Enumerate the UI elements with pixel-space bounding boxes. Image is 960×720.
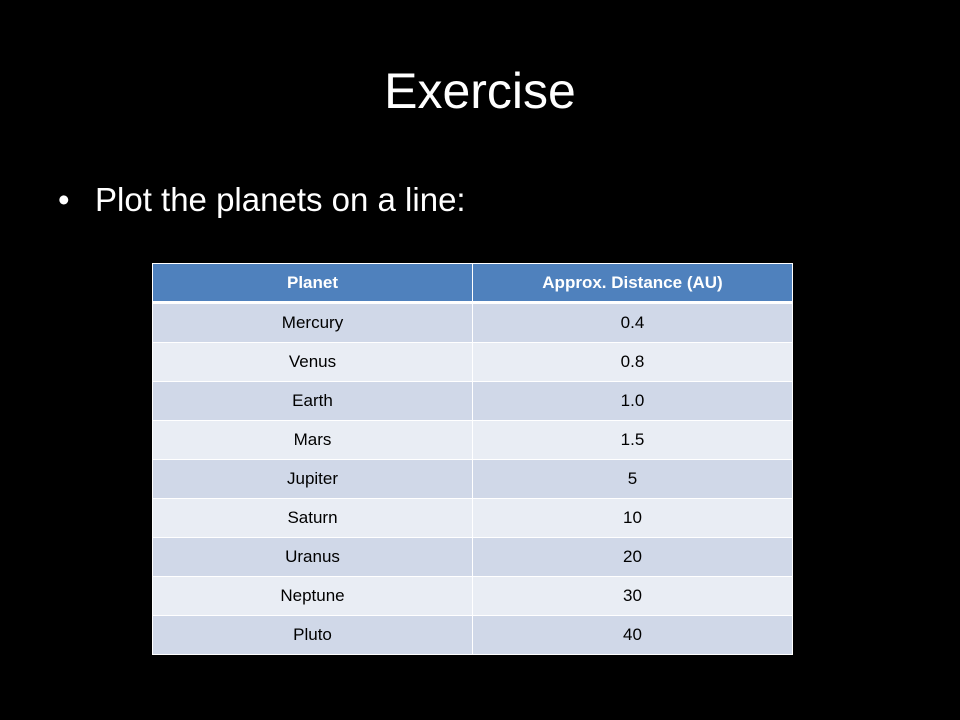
data-table: Planet Approx. Distance (AU) Mercury 0.4 Ve…	[152, 263, 793, 655]
header-row: Planet Approx. Distance (AU)	[152, 263, 793, 304]
table-cell: Uranus	[152, 537, 473, 577]
bullet-item: Plot the planets on a line:	[58, 178, 466, 222]
bullet-list: Plot the planets on a line:	[58, 178, 466, 222]
table-row: Uranus 20	[152, 537, 793, 577]
table-cell: Earth	[152, 381, 473, 421]
header-cell: Approx. Distance (AU)	[472, 263, 793, 304]
table-row: Mars 1.5	[152, 420, 793, 460]
table-cell: Jupiter	[152, 459, 473, 499]
table-cell: 0.8	[472, 342, 793, 382]
table-cell: Neptune	[152, 576, 473, 616]
table-cell: Pluto	[152, 615, 473, 655]
table-row: Mercury 0.4	[152, 302, 793, 343]
table-cell: 0.4	[472, 302, 793, 343]
table-cell: 10	[472, 498, 793, 538]
table-cell: 20	[472, 537, 793, 577]
table-row: Pluto 40	[152, 615, 793, 655]
table-row: Saturn 10	[152, 498, 793, 538]
table-row: Jupiter 5	[152, 459, 793, 499]
table-cell: 5	[472, 459, 793, 499]
table-row: Earth 1.0	[152, 381, 793, 421]
table-cell: 1.0	[472, 381, 793, 421]
table-cell: Venus	[152, 342, 473, 382]
table-cell: Saturn	[152, 498, 473, 538]
table-body: Mercury 0.4 Venus 0.8 Earth 1.0 Mars 1.5 Jupiter…	[152, 302, 793, 655]
table-cell: Mars	[152, 420, 473, 460]
table-cell: Mercury	[152, 302, 473, 343]
header-cell: Planet	[152, 263, 473, 304]
table-cell: 30	[472, 576, 793, 616]
slide-title: Exercise	[384, 63, 576, 119]
table-row: Neptune 30	[152, 576, 793, 616]
table-cell: 1.5	[472, 420, 793, 460]
table-cell: 40	[472, 615, 793, 655]
table-row: Venus 0.8	[152, 342, 793, 382]
